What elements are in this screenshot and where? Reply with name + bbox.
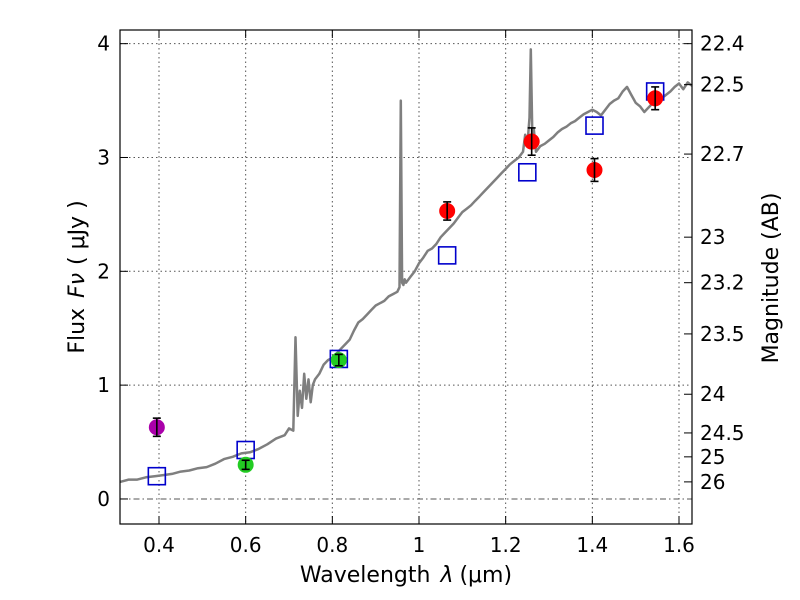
y2-tick-label: 26	[700, 470, 725, 494]
y-tick-label: 3	[97, 145, 110, 169]
y2-tick-label: 25	[700, 445, 725, 469]
x-axis-label: Wavelength λ (μm)	[300, 563, 512, 588]
spectrum-line	[119, 48, 693, 484]
grid	[120, 30, 692, 524]
model-photometry-square	[437, 246, 457, 265]
y2-tick-label: 24	[700, 382, 725, 406]
model-photometry-square	[147, 466, 167, 486]
y2-tick-label: 24.5	[700, 421, 745, 445]
x-tick-label: 0.6	[230, 533, 262, 557]
x-tick-label: 1.6	[663, 533, 695, 557]
y2-tick-label: 22.5	[700, 73, 745, 97]
model-photometry-square	[518, 162, 537, 182]
y2-tick-label: 23	[700, 225, 725, 249]
y-tick-label: 1	[97, 373, 110, 397]
y-tick-label: 0	[97, 487, 110, 511]
y2-tick-label: 23.5	[700, 322, 745, 346]
y2-axis-label: Magnitude (AB)	[759, 193, 784, 364]
y2-tick-label: 22.7	[700, 142, 745, 166]
y2-tick-label: 23.2	[700, 271, 745, 295]
y2-tick-label: 22.4	[700, 32, 745, 56]
x-tick-label: 1.2	[490, 533, 522, 557]
plot-area	[119, 48, 693, 486]
x-tick-label: 1.4	[576, 533, 608, 557]
x-tick-label: 0.8	[316, 533, 348, 557]
plot-frame	[119, 29, 693, 525]
model-photometry-square	[585, 116, 604, 135]
y-axis-label: FluxFν( μJy )	[65, 200, 90, 353]
y-tick-label: 2	[97, 259, 110, 283]
y-tick-label: 4	[97, 32, 110, 56]
x-tick-label: 0.4	[143, 533, 175, 557]
x-tick-label: 1	[413, 533, 426, 557]
